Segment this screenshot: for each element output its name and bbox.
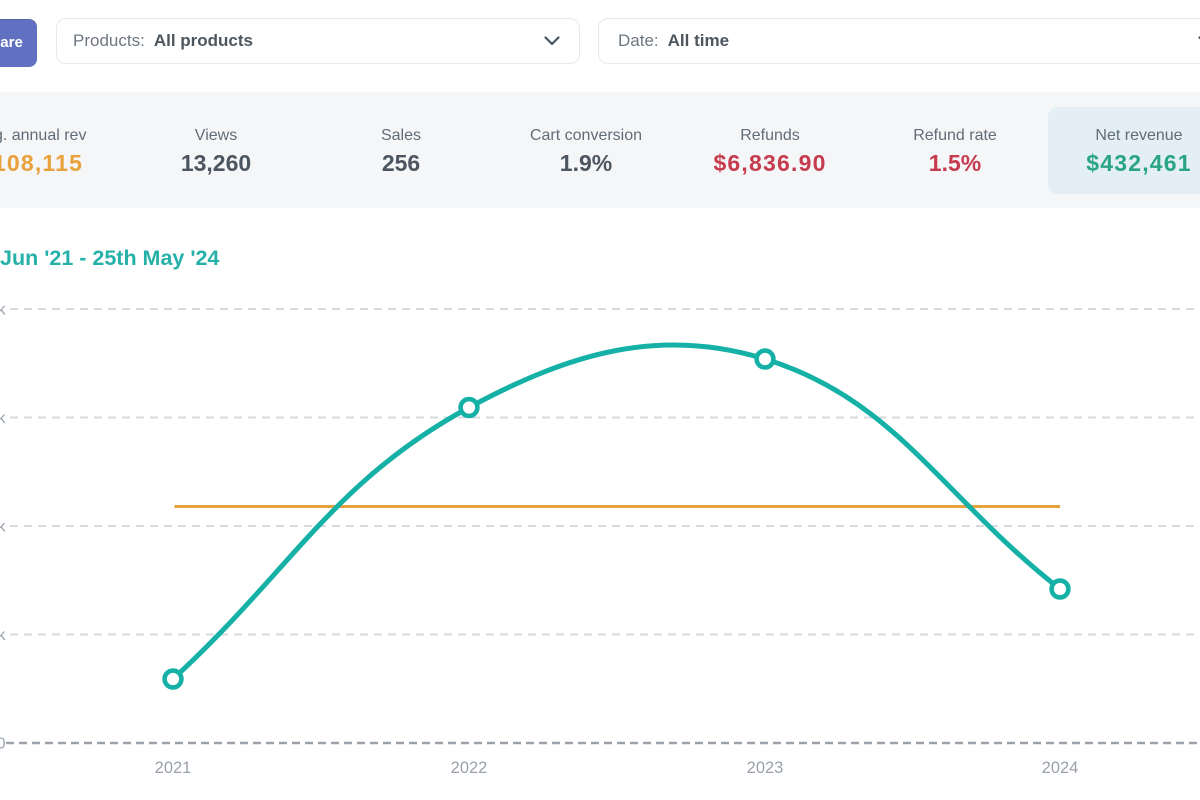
svg-text:2022: 2022 bbox=[451, 759, 488, 777]
svg-text:$100k: $100k bbox=[0, 627, 7, 644]
svg-text:$300k: $300k bbox=[0, 410, 7, 427]
svg-text:2024: 2024 bbox=[1042, 759, 1079, 777]
svg-text:2021: 2021 bbox=[155, 759, 192, 777]
svg-text:$0: $0 bbox=[0, 736, 6, 753]
svg-text:$200k: $200k bbox=[0, 519, 7, 536]
svg-text:$400k: $400k bbox=[0, 302, 7, 319]
svg-text:2023: 2023 bbox=[747, 759, 784, 777]
